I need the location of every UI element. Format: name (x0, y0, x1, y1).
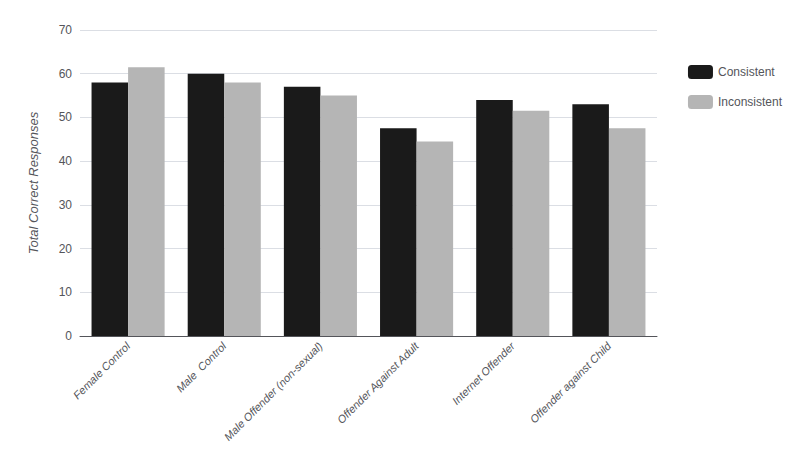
svg-text:Male Offender (non-sexual): Male Offender (non-sexual) (222, 340, 325, 443)
svg-text:Offender against Child: Offender against Child (527, 339, 613, 425)
svg-text:50: 50 (59, 110, 73, 124)
svg-text:Male Control: Male Control (174, 339, 229, 394)
svg-text:40: 40 (59, 154, 73, 168)
svg-text:Consistent: Consistent (718, 65, 775, 79)
svg-text:70: 70 (59, 23, 73, 37)
svg-text:10: 10 (59, 285, 73, 299)
svg-text:60: 60 (59, 67, 73, 81)
svg-text:Female Control: Female Control (71, 339, 133, 401)
svg-text:Offender Against Adult: Offender Against Adult (335, 339, 422, 426)
svg-text:30: 30 (59, 198, 73, 212)
svg-text:20: 20 (59, 242, 73, 256)
svg-text:Total Correct Responses: Total Correct Responses (26, 111, 41, 254)
svg-text:0: 0 (65, 329, 72, 343)
svg-text:Internet Offender: Internet Offender (450, 339, 518, 407)
svg-text:Inconsistent: Inconsistent (718, 95, 783, 109)
